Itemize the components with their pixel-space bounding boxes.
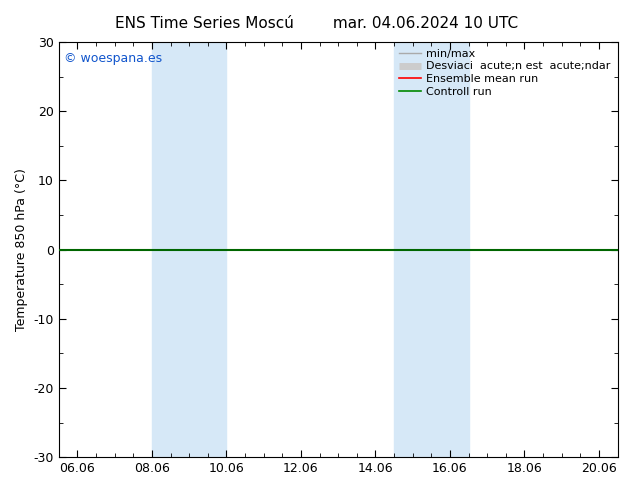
Text: © woespana.es: © woespana.es [65, 52, 162, 66]
Bar [152, 42, 226, 457]
Bar [394, 42, 469, 457]
Y-axis label: Temperature 850 hPa (°C): Temperature 850 hPa (°C) [15, 168, 28, 331]
Text: ENS Time Series Moscú        mar. 04.06.2024 10 UTC: ENS Time Series Moscú mar. 04.06.2024 10… [115, 16, 519, 31]
Legend: min/max, Desviaci  acute;n est  acute;ndar, Ensemble mean run, Controll run: min/max, Desviaci acute;n est acute;ndar… [394, 44, 615, 101]
